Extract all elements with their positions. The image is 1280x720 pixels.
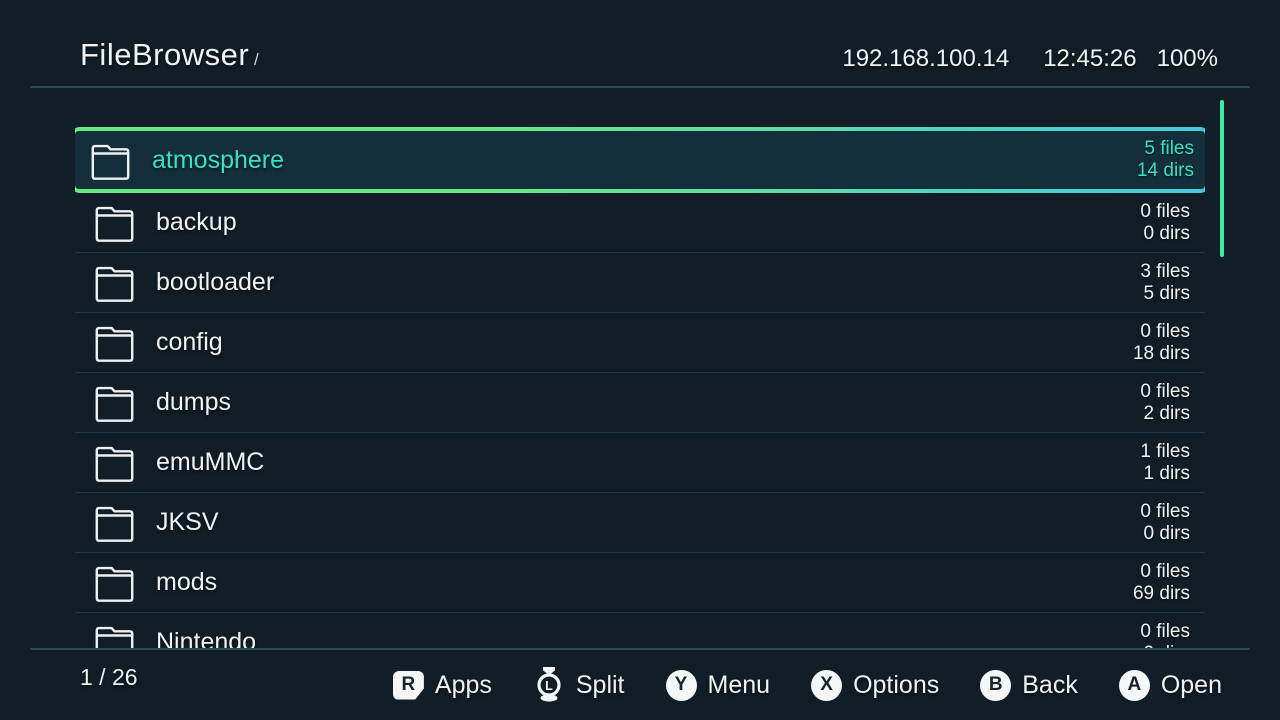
dir-count: 14 dirs <box>1136 160 1194 181</box>
dir-count: 5 dirs <box>1143 282 1190 304</box>
face-button-icon: X <box>811 669 843 701</box>
file-count: 0 files <box>1140 560 1190 582</box>
dir-count: 69 dirs <box>1132 582 1190 604</box>
file-row-bootloader[interactable]: bootloader 3 files 5 dirs <box>75 253 1205 313</box>
header-status: 192.168.100.14 12:45:26 100% <box>842 45 1218 73</box>
folder-counts: 0 files 0 dirs <box>1140 201 1205 245</box>
folder-icon <box>95 386 134 422</box>
file-count: 1 files <box>1140 440 1190 462</box>
folder-counts: 0 files 69 dirs <box>1133 561 1205 605</box>
folder-icon <box>91 144 130 180</box>
folder-counts: 0 files 2 dirs <box>1140 381 1205 425</box>
file-list: atmosphere 5 files 14 dirs backup 0 file… <box>75 127 1205 648</box>
folder-icon <box>95 326 134 362</box>
face-button-icon: Y <box>665 669 697 701</box>
file-row-Nintendo[interactable]: Nintendo 0 files 0 dirs <box>75 613 1205 648</box>
stick-press-icon: L <box>537 667 561 702</box>
footer-button-label: Apps <box>434 670 492 699</box>
header-divider <box>30 86 1250 88</box>
dir-count: 0 dirs <box>1140 643 1190 649</box>
file-row-JKSV[interactable]: JKSV 0 files 0 dirs <box>75 493 1205 553</box>
folder-name: config <box>156 328 223 356</box>
file-row-backup[interactable]: backup 0 files 0 dirs <box>75 193 1205 253</box>
footer-button-options[interactable]: X Options <box>811 669 940 701</box>
app-title: FileBrowser <box>80 37 250 72</box>
selection-position: 1 / 26 <box>80 664 138 690</box>
footer-button-split[interactable]: L Split <box>533 667 625 703</box>
dir-count: 2 dirs <box>1143 402 1190 424</box>
dir-count: 1 dirs <box>1143 462 1190 484</box>
footer-button-label: Menu <box>707 670 771 699</box>
footer-button-back[interactable]: B Back <box>980 669 1078 701</box>
folder-counts: 0 files 0 dirs <box>1140 501 1205 545</box>
folder-name: Nintendo <box>156 628 257 648</box>
file-count: 3 files <box>1140 260 1190 282</box>
footer-divider <box>30 648 1250 650</box>
folder-name: mods <box>156 568 218 596</box>
clock: 12:45:26 <box>1043 45 1137 72</box>
file-row-config[interactable]: config 0 files 18 dirs <box>75 313 1205 373</box>
folder-counts: 0 files 18 dirs <box>1133 321 1205 365</box>
folder-name: emuMMC <box>156 448 265 476</box>
file-row-dumps[interactable]: dumps 0 files 2 dirs <box>75 373 1205 433</box>
folder-icon <box>95 506 134 542</box>
dir-count: 18 dirs <box>1132 342 1190 364</box>
shoulder-button-icon: R <box>392 670 424 700</box>
scrollbar-thumb[interactable] <box>1220 100 1224 257</box>
header: FileBrowser / 192.168.100.14 12:45:26 10… <box>0 0 1280 88</box>
dir-count: 0 dirs <box>1143 522 1190 544</box>
folder-name: backup <box>156 208 237 236</box>
battery-level: 100% <box>1156 45 1218 72</box>
face-button-icon: B <box>980 669 1012 701</box>
folder-icon <box>95 266 134 302</box>
current-path: / <box>254 50 259 69</box>
dir-count: 0 dirs <box>1143 222 1190 244</box>
file-row-emuMMC[interactable]: emuMMC 1 files 1 dirs <box>75 433 1205 493</box>
folder-counts: 3 files 5 dirs <box>1140 261 1205 305</box>
file-row-atmosphere[interactable]: atmosphere 5 files 14 dirs <box>75 127 1205 193</box>
file-count: 0 files <box>1140 620 1190 642</box>
footer-button-label: Open <box>1160 670 1222 699</box>
file-count: 0 files <box>1140 200 1190 222</box>
folder-name: atmosphere <box>152 145 285 174</box>
footer-button-menu[interactable]: Y Menu <box>665 669 771 701</box>
folder-counts: 1 files 1 dirs <box>1140 441 1205 485</box>
footer-button-label: Back <box>1022 670 1078 699</box>
footer-buttons: R Apps L Split Y Menu X Options B Back <box>392 650 1222 720</box>
footer-button-apps[interactable]: R Apps <box>392 670 492 700</box>
ip-address: 192.168.100.14 <box>842 45 1010 72</box>
folder-name: JKSV <box>156 508 219 536</box>
file-count: 0 files <box>1140 380 1190 402</box>
folder-icon <box>95 566 134 602</box>
footer-button-open[interactable]: A Open <box>1118 669 1222 701</box>
folder-icon <box>95 206 134 242</box>
file-count: 5 files <box>1144 138 1194 159</box>
file-count: 0 files <box>1140 500 1190 522</box>
folder-counts: 0 files 0 dirs <box>1140 621 1205 649</box>
folder-name: dumps <box>156 388 232 416</box>
svg-text:L: L <box>545 679 553 693</box>
footer-button-label: Split <box>575 670 625 699</box>
footer: 1 / 26 R Apps L Split Y Menu X Options B… <box>0 650 1280 720</box>
face-button-icon: A <box>1118 669 1150 701</box>
folder-counts: 5 files 14 dirs <box>1137 138 1205 182</box>
file-count: 0 files <box>1140 320 1190 342</box>
file-row-mods[interactable]: mods 0 files 69 dirs <box>75 553 1205 613</box>
footer-button-label: Options <box>853 670 940 699</box>
folder-icon <box>95 626 134 648</box>
folder-name: bootloader <box>156 268 275 296</box>
folder-icon <box>95 446 134 482</box>
